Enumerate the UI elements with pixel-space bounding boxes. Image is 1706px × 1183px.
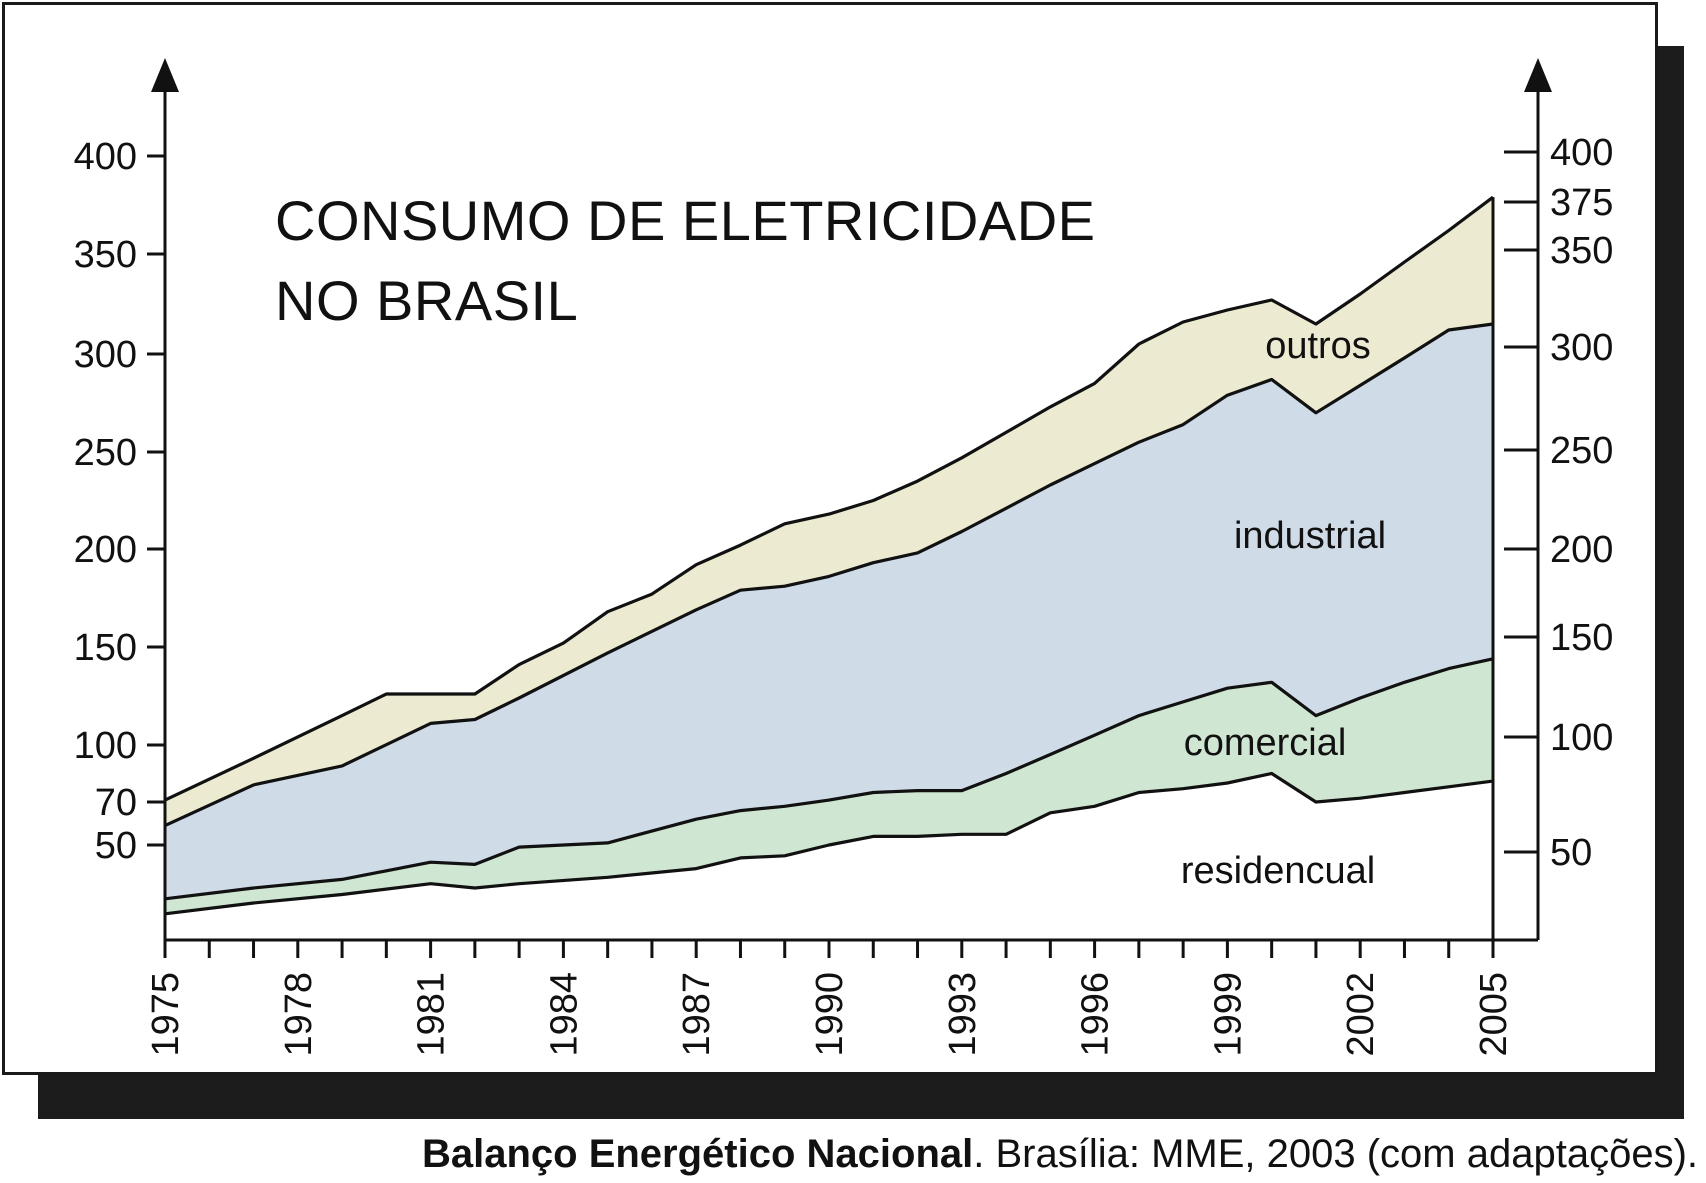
x-tick-label: 2005 (1473, 972, 1515, 1057)
area-label-industrial: industrial (1234, 515, 1386, 557)
chart-title-line-2: NO BRASIL (275, 269, 579, 332)
x-tick-label: 1987 (676, 972, 718, 1057)
boundary-line-industrial (164, 322, 1494, 828)
x-tick-label: 2002 (1340, 972, 1382, 1057)
left-y-tick-label: 350 (74, 234, 137, 276)
left-y-tick-label: 200 (74, 529, 137, 571)
left-y-tick-label: 150 (74, 627, 137, 669)
area-label-outros: outros (1265, 325, 1371, 367)
boundary-line-comercial (164, 657, 1494, 901)
x-tick-label: 1981 (411, 972, 453, 1057)
boundary-line-outros (164, 195, 1494, 802)
boundary-line-residencual (164, 771, 1494, 916)
right-y-tick-label: 350 (1550, 230, 1613, 272)
left-y-tick-label: 50 (95, 825, 137, 867)
x-tick-label: 1975 (145, 972, 187, 1057)
x-tick-label: 1993 (942, 972, 984, 1057)
area-label-residencial: residencual (1181, 850, 1375, 892)
right-axis-arrow-icon (1524, 58, 1552, 92)
right-y-tick-label: 250 (1550, 430, 1613, 472)
right-y-tick-label: 400 (1550, 132, 1613, 174)
right-y-tick-label: 375 (1550, 182, 1613, 224)
source-caption-bold: Balanço Energético Nacional (421, 1132, 974, 1176)
axes: 5070100150200250300350400501001502002503… (74, 58, 1613, 1057)
left-y-tick-label: 100 (74, 725, 137, 767)
x-tick-label: 1984 (543, 972, 585, 1057)
right-y-tick-label: 200 (1550, 529, 1613, 571)
right-y-tick-label: 300 (1550, 327, 1613, 369)
right-y-tick-label: 100 (1550, 717, 1613, 759)
x-tick-label: 1999 (1207, 972, 1249, 1057)
left-y-tick-label: 250 (74, 432, 137, 474)
x-tick-label: 1990 (809, 972, 851, 1057)
stacked-areas (164, 195, 1495, 940)
left-axis-arrow-icon (151, 58, 179, 92)
left-y-tick-label: 300 (74, 334, 137, 376)
chart-title-line-1: CONSUMO DE ELETRICIDADE (275, 189, 1096, 252)
area-label-comercial: comercial (1184, 722, 1347, 764)
area-labels: outros industrial comercial residencual (1181, 325, 1386, 892)
right-y-tick-label: 150 (1550, 617, 1613, 659)
source-caption-rest: . Brasília: MME, 2003 (com adaptações). (973, 1132, 1698, 1176)
x-tick-label: 1996 (1075, 972, 1117, 1057)
right-y-tick-label: 50 (1550, 832, 1592, 874)
source-caption: Balanço Energético Nacional. Brasília: M… (422, 1132, 1698, 1177)
area-residencual (165, 773, 1493, 940)
left-y-tick-label: 70 (95, 782, 137, 824)
x-tick-label: 1978 (278, 972, 320, 1057)
left-y-tick-label: 400 (74, 136, 137, 178)
